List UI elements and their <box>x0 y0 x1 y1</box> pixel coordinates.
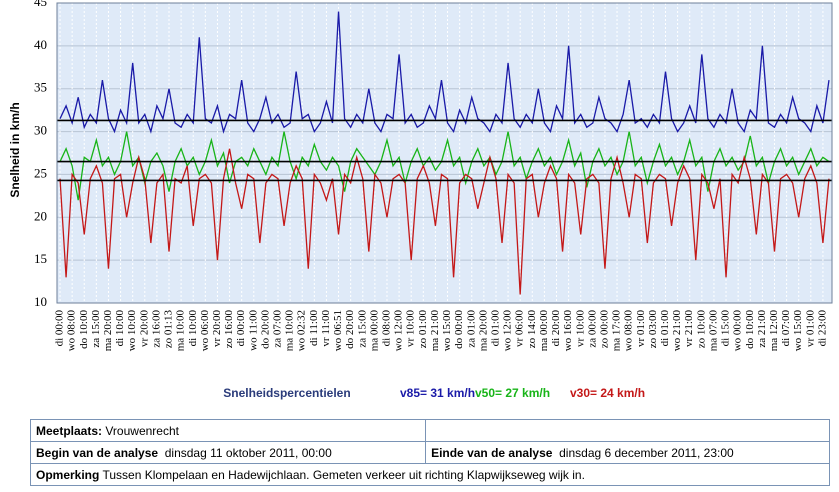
x-tick-label: wo 06:51 <box>332 310 344 351</box>
x-tick-label: za 15:00 <box>356 310 368 348</box>
y-tick-label: 30 <box>34 123 47 138</box>
x-tick-label: vr 20:00 <box>138 310 150 347</box>
x-tick-label: do 00:00 <box>453 310 465 349</box>
legend-title: Snelheidspercentielen <box>223 386 350 400</box>
x-tick-label: wo 15:00 <box>792 310 804 352</box>
value: dinsdag 6 december 2011, 23:00 <box>559 445 734 460</box>
x-tick-label: ma 17:00 <box>611 310 623 352</box>
cell: Einde van de analyse dinsdag 6 december … <box>425 441 830 464</box>
y-tick-label: 10 <box>34 294 47 309</box>
x-tick-label: za 15:00 <box>90 310 102 348</box>
x-tick-label: ma 12:00 <box>768 310 780 352</box>
x-tick-label: vr 10:00 <box>574 310 586 347</box>
x-tick-label: di 07:00 <box>780 310 792 347</box>
x-tick-label: za 01:00 <box>465 310 477 348</box>
x-tick-label: wo 11:00 <box>247 310 259 351</box>
x-tick-label: wo 08:00 <box>623 310 635 352</box>
plot-frame <box>56 2 833 304</box>
x-tick-label: wo 12:00 <box>502 310 514 352</box>
x-tick-label: wo 02:32 <box>296 310 308 351</box>
cell <box>425 419 830 442</box>
x-tick-label: wo 21:00 <box>671 310 683 352</box>
x-tick-label: do 10:00 <box>78 310 90 349</box>
value: dinsdag 11 oktober 2011, 00:00 <box>164 445 332 460</box>
x-tick-label: di 00:00 <box>235 310 247 347</box>
x-tick-label: di 15:00 <box>720 310 732 347</box>
x-tick-label: do 10:00 <box>744 310 756 349</box>
cell: Opmerking Tussen Klompelaan en Hadewijch… <box>30 463 830 486</box>
x-tick-label: za 16:00 <box>150 310 162 348</box>
x-tick-label: zo 01:13 <box>163 310 175 349</box>
x-tick-label: di 10:00 <box>114 310 126 347</box>
x-tick-label: di 20:00 <box>550 310 562 347</box>
x-tick-label: zo 03:00 <box>647 310 659 349</box>
x-tick-label: wo 12:00 <box>393 310 405 352</box>
x-tick-label: do 20:00 <box>344 310 356 349</box>
x-tick-label: vr 01:00 <box>804 310 816 347</box>
legend-entry: v50= 27 km/h <box>475 386 550 400</box>
x-tick-label: vr 11:00 <box>320 310 332 347</box>
x-tick-label: zo 01:00 <box>417 310 429 349</box>
chart: Snelheid in km/h Snelheidspercentielen 1… <box>8 0 833 400</box>
x-tick-label: wo 08:00 <box>66 310 78 352</box>
value: Tussen Klompelaan en Hadewijchlaan. Geme… <box>102 467 585 482</box>
series-line <box>59 131 830 201</box>
x-tick-label: di 01:00 <box>659 310 671 347</box>
label: Einde van de analyse <box>431 445 553 460</box>
x-tick-label: do 20:00 <box>259 310 271 349</box>
y-axis-label: Snelheid in km/h <box>8 102 22 197</box>
x-tick-label: ma 10:00 <box>175 310 187 352</box>
series-line <box>59 11 830 134</box>
y-tick-label: 35 <box>34 80 47 95</box>
x-tick-label: za 07:00 <box>272 310 284 348</box>
x-tick-label: ma 20:00 <box>477 310 489 352</box>
x-tick-label: ma 21:00 <box>429 310 441 352</box>
x-tick-label: vr 21:00 <box>683 310 695 347</box>
label: Meetplaats: <box>36 423 103 438</box>
y-tick-label: 15 <box>34 251 47 266</box>
x-tick-label: zo 16:00 <box>223 310 235 349</box>
legend-entry: v30= 24 km/h <box>570 386 645 400</box>
y-tick-label: 45 <box>34 0 47 9</box>
x-tick-label: ma 00:00 <box>368 310 380 352</box>
x-tick-label: ma 20:00 <box>102 310 114 352</box>
series-line <box>59 148 830 295</box>
x-tick-label: za 21:00 <box>756 310 768 348</box>
value: Vrouwenrecht <box>105 423 179 438</box>
cell: Meetplaats: Vrouwenrecht <box>29 419 427 442</box>
y-tick-label: 25 <box>34 165 47 180</box>
label: Begin van de analyse <box>36 445 159 460</box>
x-tick-label: wo 00:00 <box>732 310 744 352</box>
label: Opmerking <box>36 467 100 482</box>
x-tick-label: di 23:00 <box>816 310 828 347</box>
x-tick-label: di 10:00 <box>187 310 199 347</box>
x-tick-label: di 01:00 <box>489 310 501 347</box>
x-tick-label: ma 07:00 <box>707 310 719 352</box>
legend-entry: v85= 31 km/h <box>400 386 475 400</box>
x-tick-label: wo 10:00 <box>126 310 138 352</box>
x-tick-label: wo 16:00 <box>562 310 574 352</box>
x-tick-label: di 00:00 <box>54 310 66 347</box>
y-tick-label: 20 <box>34 208 47 223</box>
x-tick-label: zo 14:00 <box>526 310 538 349</box>
x-tick-label: zo 00:00 <box>598 310 610 349</box>
x-tick-label: za 00:00 <box>586 310 598 348</box>
x-tick-label: vr 20:00 <box>211 310 223 347</box>
info-table: Meetplaats: Vrouwenrecht Begin van de an… <box>29 419 830 486</box>
x-tick-label: ma 00:00 <box>538 310 550 352</box>
x-tick-label: vr 06:00 <box>514 310 526 347</box>
x-tick-label: vr 10:00 <box>405 310 417 347</box>
x-tick-label: wo 06:00 <box>199 310 211 352</box>
x-tick-label: di 11:00 <box>308 310 320 346</box>
x-tick-label: zo 10:00 <box>695 310 707 349</box>
x-tick-label: wo 15:00 <box>441 310 453 352</box>
y-tick-label: 40 <box>34 37 47 52</box>
x-tick-label: di 08:00 <box>381 310 393 347</box>
cell: Begin van de analyse dinsdag 11 oktober … <box>29 441 427 464</box>
x-tick-label: ma 10:00 <box>284 310 296 352</box>
x-tick-label: vr 01:00 <box>635 310 647 347</box>
